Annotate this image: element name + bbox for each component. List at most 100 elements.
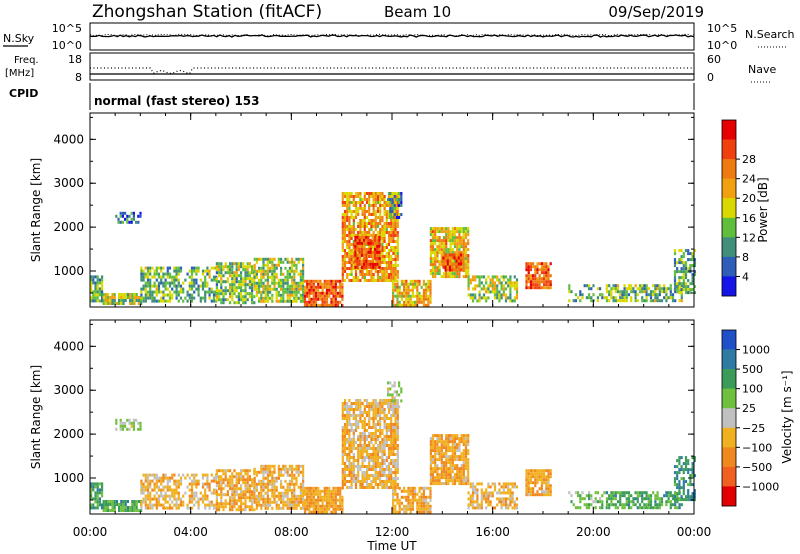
heatmap-cell	[343, 399, 347, 402]
heatmap-cell	[260, 275, 263, 279]
heatmap-cell	[288, 299, 291, 303]
heatmap-cell	[350, 252, 353, 255]
heatmap-cell	[442, 265, 445, 269]
heatmap-cell	[348, 447, 351, 450]
heatmap-cell	[237, 499, 240, 503]
heatmap-cell	[547, 268, 550, 272]
heatmap-cell	[352, 465, 355, 468]
heatmap-cell	[403, 300, 406, 304]
heatmap-cell	[149, 503, 152, 507]
heatmap-cell	[175, 506, 178, 510]
heatmap-cell	[354, 247, 357, 251]
heatmap-cell	[260, 284, 263, 288]
heatmap-cell	[212, 491, 216, 495]
heatmap-cell	[212, 278, 216, 282]
heatmap-cell	[260, 470, 263, 474]
heatmap-cell	[392, 414, 395, 417]
heatmap-cell	[297, 485, 300, 489]
heatmap-cell	[393, 204, 396, 207]
heatmap-cell	[385, 216, 388, 219]
heatmap-cell	[104, 506, 107, 509]
heatmap-cell	[438, 476, 441, 480]
heatmap-cell	[151, 488, 154, 492]
heatmap-cell	[195, 479, 198, 483]
heatmap-cell	[509, 287, 512, 291]
heatmap-cell	[504, 293, 508, 297]
heatmap-cell	[392, 300, 395, 304]
heatmap-cell	[372, 408, 375, 411]
heatmap-cell	[291, 479, 294, 483]
heatmap-cell	[467, 269, 470, 273]
heatmap-cell	[303, 501, 307, 505]
heatmap-cell	[403, 291, 406, 295]
heatmap-cell	[361, 201, 364, 204]
heatmap-cell	[372, 432, 375, 435]
heatmap-cell	[104, 503, 107, 506]
heatmap-cell	[462, 275, 465, 279]
heatmap-cell	[244, 283, 247, 287]
heatmap-cell	[429, 492, 432, 496]
heatmap-cell	[460, 464, 463, 468]
heatmap-cell	[314, 504, 318, 508]
heatmap-cell	[341, 453, 344, 456]
heatmap-cell	[350, 438, 353, 441]
heatmap-cell	[385, 426, 388, 429]
heatmap-cell	[348, 423, 351, 426]
heatmap-cell	[409, 498, 412, 502]
heatmap-cell	[456, 434, 459, 438]
heatmap-cell	[168, 488, 172, 492]
heatmap-cell	[90, 497, 93, 501]
heatmap-cell	[464, 458, 468, 462]
heatmap-cell	[636, 293, 639, 297]
heatmap-cell	[579, 299, 582, 303]
heatmap-cell	[173, 269, 176, 273]
heatmap-cell	[146, 275, 150, 279]
heatmap-cell	[436, 449, 439, 453]
heatmap-cell	[385, 402, 388, 405]
heatmap-cell	[405, 504, 408, 508]
heatmap-cell	[186, 272, 189, 276]
heatmap-cell	[381, 399, 384, 402]
heatmap-cell	[485, 488, 488, 492]
heatmap-cell	[680, 255, 683, 259]
heatmap-cell	[264, 485, 267, 489]
heatmap-cell	[94, 485, 97, 489]
heatmap-cell	[354, 250, 357, 254]
heatmap-cell	[682, 261, 685, 265]
heatmap-cell	[467, 491, 470, 495]
heatmap-cell	[394, 480, 397, 483]
heatmap-cell	[343, 444, 347, 447]
heatmap-cell	[538, 280, 541, 284]
heatmap-cell	[396, 285, 399, 289]
heatmap-cell	[253, 257, 256, 261]
heatmap-cell	[129, 509, 132, 512]
heatmap-cell	[545, 286, 548, 290]
heatmap-cell	[310, 279, 313, 283]
heatmap-cell	[153, 485, 156, 489]
freq-label-line1: Freq.	[14, 55, 39, 66]
heatmap-cell	[387, 471, 391, 474]
heatmap-cell	[354, 474, 358, 477]
heatmap-cell	[357, 234, 360, 237]
heatmap-cell	[258, 278, 261, 282]
heatmap-cell	[507, 482, 510, 486]
heatmap-cell	[449, 470, 452, 474]
heatmap-cell	[411, 501, 414, 505]
heatmap-cell	[348, 441, 351, 444]
heatmap-cell	[248, 283, 251, 287]
heatmap-cell	[92, 503, 95, 507]
heatmap-cell	[381, 216, 384, 219]
heatmap-cell	[258, 494, 261, 498]
heatmap-cell	[144, 479, 147, 483]
heatmap-cell	[160, 296, 163, 300]
heatmap-cell	[124, 296, 127, 299]
heatmap-cell	[275, 266, 278, 270]
heatmap-cell	[348, 237, 351, 240]
heatmap-cell	[339, 498, 342, 502]
heatmap-cell	[438, 482, 441, 486]
heatmap-cell	[394, 426, 397, 429]
heatmap-cell	[330, 489, 333, 493]
heatmap-cell	[144, 293, 147, 297]
heatmap-cell	[379, 270, 382, 273]
heatmap-cell	[527, 274, 530, 278]
